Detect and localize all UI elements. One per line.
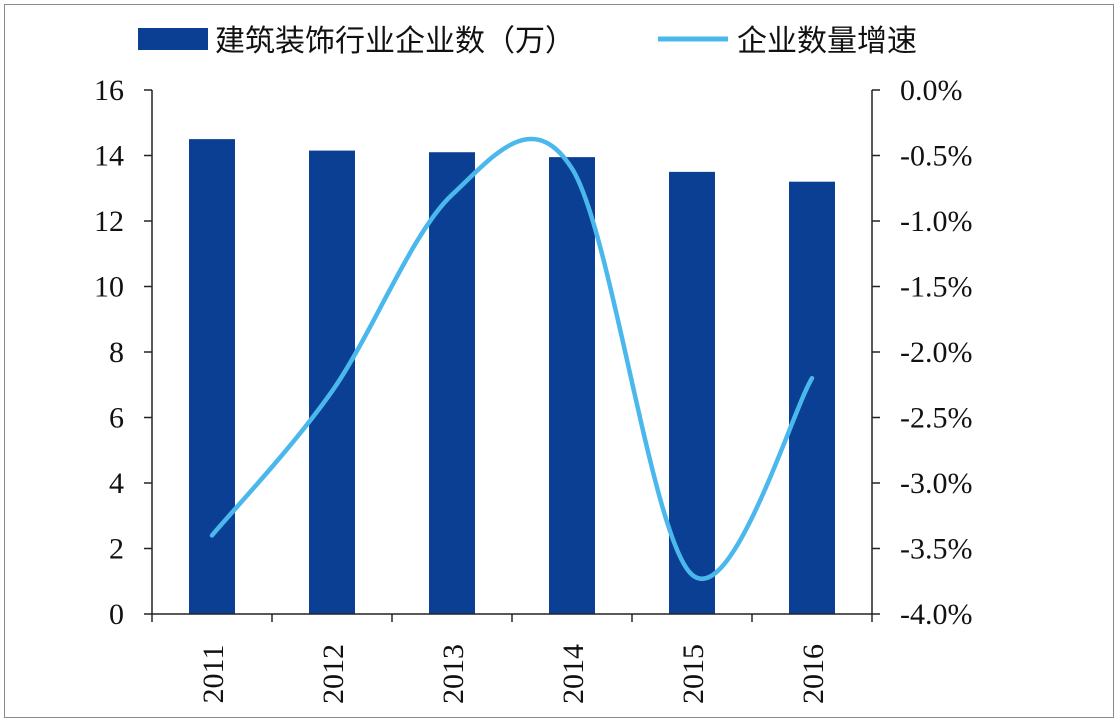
right-tick-label: 0.0%: [900, 74, 963, 107]
right-tick-label: -2.5%: [900, 402, 972, 435]
right-tick-label: -3.0%: [900, 467, 972, 500]
right-tick-label: -4.0%: [900, 598, 972, 631]
x-tick-label-2013: 2013: [437, 644, 470, 704]
left-tick-label: 2: [109, 533, 124, 566]
x-tick-label-2012: 2012: [317, 644, 350, 704]
x-tick-label-2014: 2014: [557, 644, 590, 704]
x-tick-label-2016: 2016: [797, 644, 830, 704]
bar-2012: [309, 150, 355, 614]
right-tick-label: -1.0%: [900, 205, 972, 238]
left-tick-label: 12: [94, 205, 124, 238]
x-tick-label-2015: 2015: [677, 644, 710, 704]
bar-2015: [669, 171, 715, 614]
left-tick-label: 16: [94, 74, 124, 107]
legend: 建筑装饰行业企业数（万） 企业数量增速: [138, 24, 917, 59]
bar-2016: [789, 181, 835, 614]
right-tick-label: -2.0%: [900, 336, 972, 369]
legend-swatch-bars: [138, 28, 208, 50]
tick-labels: 0 2 4 6 8 10 12 14 16 -4.0% -3.5% -3.0% -2.5% -2.0% -1…: [94, 74, 972, 704]
left-tick-label: 0: [109, 598, 124, 631]
growth-line: [209, 136, 815, 581]
right-tick-label: -1.5%: [900, 271, 972, 304]
left-tick-label: 6: [109, 402, 124, 435]
bar-2013: [429, 152, 475, 614]
bar-2014: [549, 157, 595, 614]
axes: [144, 89, 880, 622]
right-tick-label: -3.5%: [900, 533, 972, 566]
line-series: [209, 136, 815, 581]
bar-2011: [189, 139, 235, 614]
legend-label-line: 企业数量增速: [737, 24, 917, 59]
left-tick-label: 4: [109, 467, 124, 500]
left-tick-label: 10: [94, 271, 124, 304]
legend-label-bars: 建筑装饰行业企业数（万）: [215, 24, 575, 59]
left-tick-label: 8: [109, 336, 124, 369]
right-tick-label: -0.5%: [900, 140, 972, 173]
left-tick-label: 14: [94, 140, 124, 173]
bar-series: [189, 139, 835, 614]
x-tick-label-2011: 2011: [197, 645, 230, 704]
